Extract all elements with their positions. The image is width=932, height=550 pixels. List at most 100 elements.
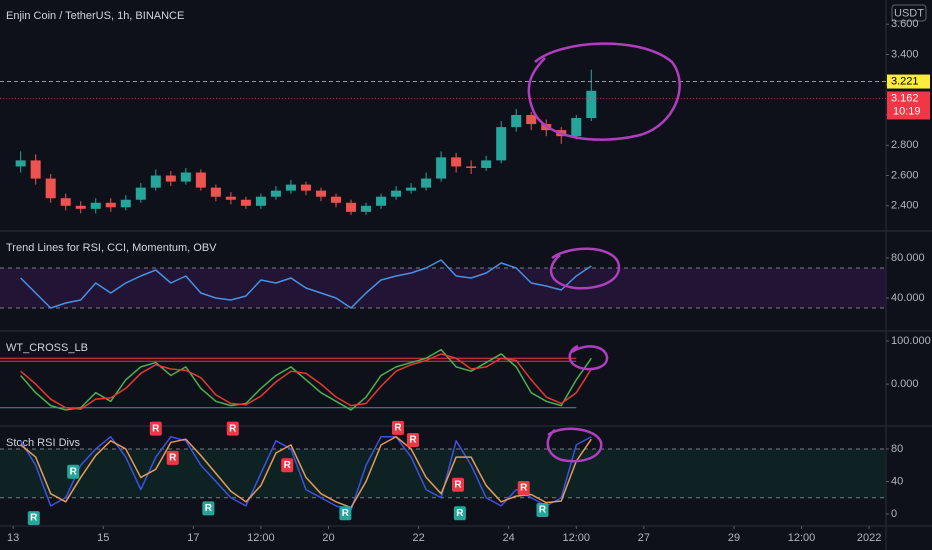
y-tick-label: 2.800: [891, 139, 919, 151]
pane-title: Stoch RSI Divs: [6, 437, 80, 449]
candle-body: [481, 160, 492, 168]
candle-body: [376, 196, 387, 206]
candle-body: [496, 127, 507, 161]
candle-body: [255, 196, 266, 206]
x-tick-label: 12:00: [788, 532, 816, 544]
x-tick-label: 2022: [857, 532, 881, 544]
candle-body: [240, 199, 251, 206]
candle-body: [210, 187, 221, 197]
signal-label: R: [284, 460, 292, 471]
signal-label: R: [229, 423, 237, 434]
y-tick-label: 80.000: [891, 252, 925, 264]
y-tick-label: 40.000: [891, 292, 925, 304]
y-tick-label: 0.000: [891, 378, 919, 390]
candle-body: [75, 205, 86, 209]
price-tag: [887, 74, 930, 89]
signal-label: R: [520, 483, 528, 494]
circle: [546, 427, 603, 463]
last-price-label: 3.162: [891, 92, 919, 104]
signal-label: R: [342, 508, 350, 519]
candle-body: [511, 115, 522, 128]
x-tick-label: 22: [412, 532, 424, 544]
circle: [527, 42, 681, 141]
signal-marker: [202, 501, 215, 516]
candle-body: [361, 205, 372, 212]
signal-marker: [166, 450, 179, 465]
x-tick-label: 29: [728, 532, 740, 544]
candle-body: [331, 196, 342, 203]
x-tick-label: 12:00: [563, 532, 591, 544]
level-band: [0, 268, 886, 308]
candle-body: [466, 166, 477, 168]
y-tick-label: 80: [891, 443, 903, 455]
pane-title: Enjin Coin / TetherUS, 1h, BINANCE: [6, 10, 184, 22]
candle-body: [436, 157, 447, 179]
signal-label: R: [152, 423, 160, 434]
candle-body: [586, 90, 597, 119]
candle-body: [15, 160, 26, 167]
unit-label: USDT: [894, 7, 924, 19]
y-tick-label: 100.000: [891, 335, 931, 347]
candle-body: [406, 187, 417, 191]
y-tick-label: 2.400: [891, 200, 919, 212]
pane-title: Trend Lines for RSI, CCI, Momentum, OBV: [6, 242, 217, 254]
candle-body: [225, 196, 236, 200]
series-line: [20, 259, 592, 309]
candle-body: [346, 202, 357, 212]
signal-label: R: [454, 479, 462, 490]
hand-annotations: [527, 42, 681, 463]
series-line: [20, 353, 592, 410]
signal-label: R: [169, 453, 177, 464]
candle-body: [300, 184, 311, 191]
candle-body: [135, 187, 146, 200]
signal-label: R: [70, 466, 78, 477]
signal-marker: [226, 421, 239, 436]
signal-label: R: [409, 435, 417, 446]
candle-body: [120, 199, 131, 208]
signal-marker: [517, 480, 530, 495]
signal-marker: [27, 511, 40, 526]
circle: [549, 247, 621, 290]
signal-marker: [452, 477, 465, 492]
series-line: [20, 436, 592, 509]
countdown-label: 10:19: [893, 105, 921, 117]
y-tick-label: 2.600: [891, 169, 919, 181]
candle-body: [391, 190, 402, 197]
signal-label: R: [30, 513, 38, 524]
x-tick-label: 12:00: [247, 532, 275, 544]
candle-body: [285, 184, 296, 191]
x-tick-label: 17: [187, 532, 199, 544]
signal-marker: [281, 458, 294, 473]
signal-marker: [536, 502, 549, 517]
candle-body: [315, 190, 326, 197]
y-tick-label: 40: [891, 475, 903, 487]
x-tick-label: 13: [7, 532, 19, 544]
candle-body: [60, 198, 71, 206]
candle-body: [45, 178, 56, 199]
y-tick-label: 3.400: [891, 48, 919, 60]
pane-title: WT_CROSS_LB: [6, 342, 88, 354]
signal-marker: [453, 506, 466, 521]
candle-body: [90, 202, 101, 209]
price-tag-label: 3.221: [891, 75, 919, 87]
candle-body: [195, 172, 206, 188]
candle-body: [526, 115, 537, 125]
candle-body: [571, 118, 582, 137]
signal-marker: [406, 433, 419, 448]
x-tick-label: 20: [322, 532, 334, 544]
candle-body: [30, 160, 41, 179]
x-tick-label: 27: [638, 532, 650, 544]
signal-label: R: [394, 422, 402, 433]
candle-body: [421, 178, 432, 188]
candle-body: [451, 157, 462, 167]
signal-marker: [149, 421, 162, 436]
candle-body: [270, 190, 281, 197]
circle: [568, 344, 609, 371]
x-tick-label: 15: [97, 532, 109, 544]
signal-label: R: [456, 508, 464, 519]
candle-body: [150, 175, 161, 188]
candle-body: [180, 172, 191, 182]
signal-marker: [391, 420, 404, 435]
candle-body: [165, 175, 176, 182]
last-price-tag: [887, 91, 930, 120]
